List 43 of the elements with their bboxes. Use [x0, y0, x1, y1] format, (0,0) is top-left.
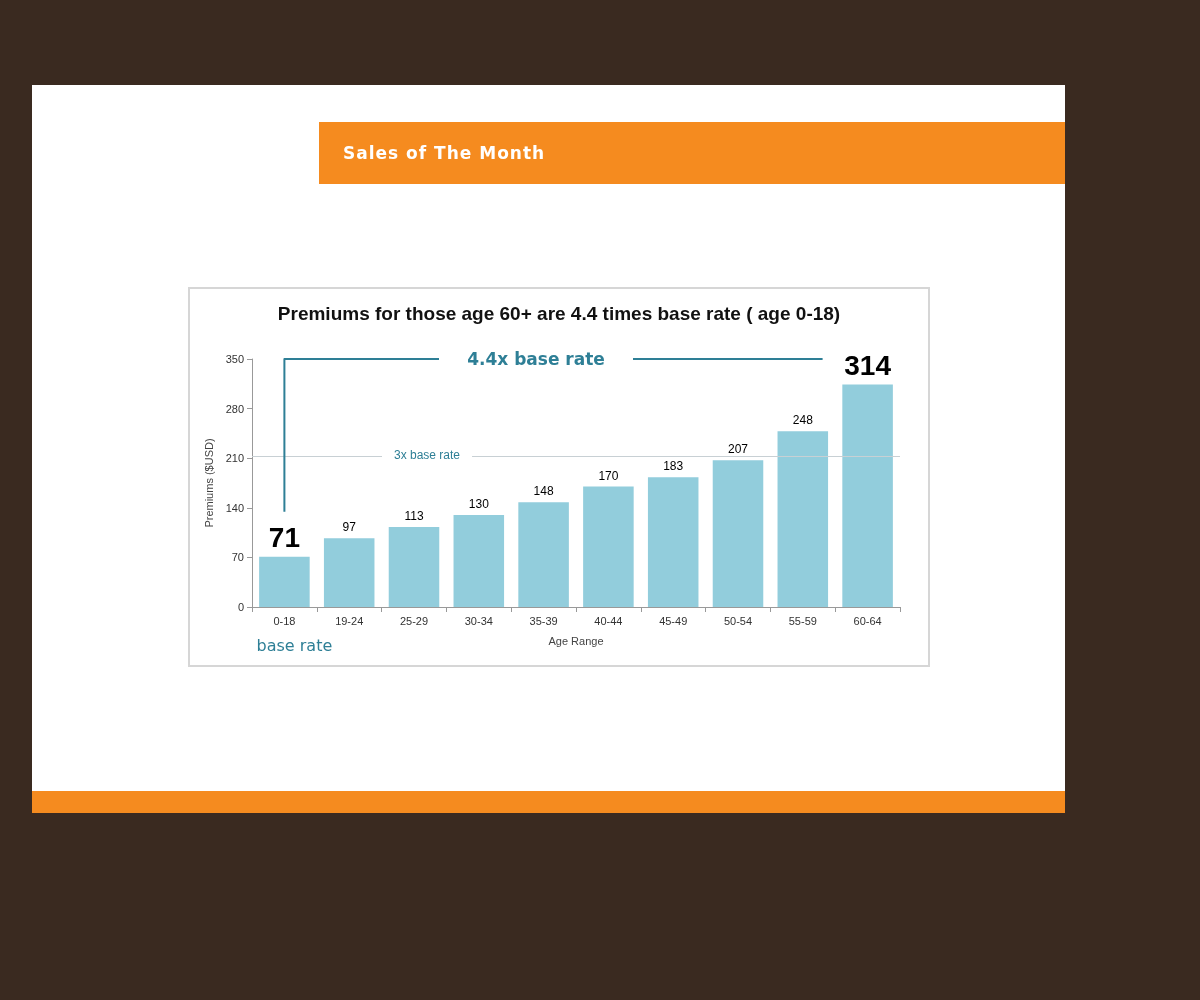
x-tick-label: 19-24 — [335, 614, 364, 627]
data-label: 314 — [844, 350, 892, 382]
y-tick-label: 0 — [237, 601, 244, 613]
data-label: 113 — [404, 508, 424, 523]
chart-title: Premiums for those age 60+ are 4.4 times base rate ( age 0-18) — [277, 303, 841, 324]
chart-subtitle: Sales of The Month — [319, 122, 1065, 184]
x-tick-label: 60-64 — [853, 614, 882, 627]
text: base rate — [256, 635, 333, 655]
x-tick-label: 45-49 — [659, 614, 688, 627]
bar — [259, 556, 310, 607]
data-label: 97 — [342, 520, 357, 535]
bar — [583, 486, 634, 607]
x-tick-label: 30-34 — [464, 614, 493, 627]
data-label: 170 — [598, 468, 619, 483]
data-label: 183 — [663, 459, 684, 474]
ref-line-label: 3x base rate — [394, 448, 461, 463]
y-axis-title: Premiums ($USD) — [202, 438, 215, 528]
y-tick-label: 70 — [231, 551, 244, 564]
data-label: 148 — [533, 484, 554, 499]
bar — [388, 526, 440, 607]
x-tick-label: 40-44 — [594, 614, 623, 627]
x-tick-label: 50-54 — [723, 614, 753, 627]
bar — [777, 431, 829, 607]
data-label: 71 — [268, 522, 300, 554]
bar — [647, 477, 699, 607]
data-label: 207 — [727, 442, 749, 457]
y-tick-label: 140 — [225, 501, 244, 514]
bar — [712, 460, 764, 607]
bar — [323, 538, 375, 607]
x-tick-label: 0-18 — [273, 614, 296, 627]
x-axis-title: Age Range — [548, 634, 604, 647]
annotation: 4.4x base rate — [467, 349, 605, 369]
y-tick-label: 280 — [225, 402, 244, 415]
y-tick-label: 350 — [225, 353, 244, 365]
y-tick-label: 210 — [225, 452, 244, 465]
data-label: 130 — [468, 496, 490, 511]
x-tick-label: 25-29 — [399, 614, 429, 627]
data-label: 248 — [792, 413, 814, 428]
x-tick-label: 55-59 — [788, 614, 817, 627]
bar — [518, 502, 569, 607]
bar — [842, 384, 893, 607]
bar — [453, 514, 505, 607]
x-tick-label: 35-39 — [529, 614, 558, 627]
